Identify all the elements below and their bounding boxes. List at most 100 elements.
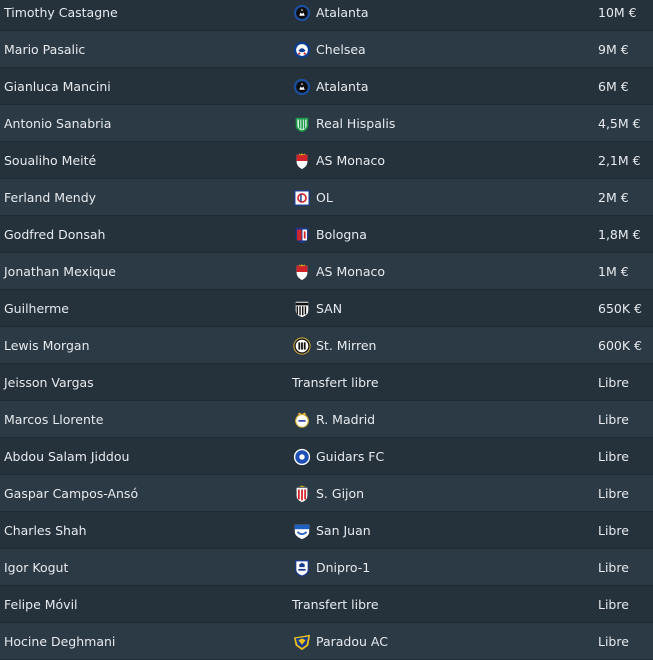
club-cell[interactable]: SAN bbox=[292, 290, 342, 327]
transfer-fee: 2,1M € bbox=[598, 153, 641, 168]
club-name: Real Hispalis bbox=[316, 116, 396, 131]
club-name: Atalanta bbox=[316, 5, 369, 20]
as-monaco-crest-icon bbox=[292, 262, 312, 282]
table-row[interactable]: Ferland Mendy OL 2M € bbox=[0, 179, 653, 216]
player-name[interactable]: Igor Kogut bbox=[4, 560, 69, 575]
dnipro-1-crest-icon bbox=[292, 558, 312, 578]
player-name[interactable]: Charles Shah bbox=[4, 523, 87, 538]
club-name: AS Monaco bbox=[316, 264, 385, 279]
bologna-crest-icon bbox=[292, 225, 312, 245]
club-name: S. Gijon bbox=[316, 486, 365, 501]
club-cell[interactable]: Bologna bbox=[292, 216, 367, 253]
player-name[interactable]: Gianluca Mancini bbox=[4, 79, 111, 94]
club-cell[interactable]: Atalanta bbox=[292, 68, 369, 105]
transfer-fee: 9M € bbox=[598, 42, 629, 57]
table-row[interactable]: Abdou Salam Jiddou Guidars FC Libre bbox=[0, 438, 653, 475]
club-name: Chelsea bbox=[316, 42, 366, 57]
transfer-fee: Libre bbox=[598, 375, 629, 390]
transfer-fee: 600K € bbox=[598, 338, 642, 353]
transfer-fee: Libre bbox=[598, 523, 629, 538]
paradou-ac-crest-icon bbox=[292, 632, 312, 652]
transfer-fee: Libre bbox=[598, 560, 629, 575]
club-name: Transfert libre bbox=[292, 375, 379, 390]
table-row[interactable]: Marcos Llorente R. Madrid Libre bbox=[0, 401, 653, 438]
club-cell[interactable]: AS Monaco bbox=[292, 142, 385, 179]
player-name[interactable]: Ferland Mendy bbox=[4, 190, 97, 205]
player-name[interactable]: Antonio Sanabria bbox=[4, 116, 112, 131]
table-row[interactable]: Mario Pasalic Chelsea 9M € bbox=[0, 31, 653, 68]
transfer-fee: 1,8M € bbox=[598, 227, 641, 242]
transfer-fee: 2M € bbox=[598, 190, 629, 205]
club-cell[interactable]: S. Gijon bbox=[292, 475, 364, 512]
club-cell[interactable]: Transfert libre bbox=[292, 364, 379, 401]
club-cell[interactable]: AS Monaco bbox=[292, 253, 385, 290]
club-name: AS Monaco bbox=[316, 153, 385, 168]
club-cell[interactable]: Real Hispalis bbox=[292, 105, 395, 142]
real-hispalis-crest-icon bbox=[292, 114, 312, 134]
transfer-fee: Libre bbox=[598, 449, 629, 464]
player-name[interactable]: Timothy Castagne bbox=[4, 5, 118, 20]
club-name: R. Madrid bbox=[316, 412, 376, 427]
san-juan-crest-icon bbox=[292, 521, 312, 541]
club-name: OL bbox=[316, 190, 333, 205]
club-cell[interactable]: Dnipro-1 bbox=[292, 549, 370, 586]
player-name[interactable]: Hocine Deghmani bbox=[4, 634, 116, 649]
st-mirren-crest-icon bbox=[292, 336, 312, 356]
club-name: San Juan bbox=[316, 523, 371, 538]
table-row[interactable]: Gaspar Campos-Ansó S. Gijon Libre bbox=[0, 475, 653, 512]
table-row[interactable]: Jonathan Mexique AS Monaco 1M € bbox=[0, 253, 653, 290]
santos-crest-icon bbox=[292, 299, 312, 319]
player-name[interactable]: Felipe Móvil bbox=[4, 597, 78, 612]
transfer-fee: Libre bbox=[598, 486, 629, 501]
guidars-fc-crest-icon bbox=[292, 447, 312, 467]
club-cell[interactable]: San Juan bbox=[292, 512, 371, 549]
table-row[interactable]: Igor Kogut Dnipro-1 Libre bbox=[0, 549, 653, 586]
atalanta-crest-icon bbox=[292, 77, 312, 97]
table-row[interactable]: Felipe Móvil Transfert libre Libre bbox=[0, 586, 653, 623]
player-name[interactable]: Abdou Salam Jiddou bbox=[4, 449, 130, 464]
club-cell[interactable]: Transfert libre bbox=[292, 586, 379, 623]
table-row[interactable]: Guilherme SAN 650K € bbox=[0, 290, 653, 327]
club-cell[interactable]: Atalanta bbox=[292, 0, 369, 31]
club-name: St. Mirren bbox=[316, 338, 377, 353]
ol-crest-icon bbox=[292, 188, 312, 208]
player-name[interactable]: Soualiho Meité bbox=[4, 153, 97, 168]
table-row[interactable]: Jeisson Vargas Transfert libre Libre bbox=[0, 364, 653, 401]
player-name[interactable]: Lewis Morgan bbox=[4, 338, 90, 353]
player-name[interactable]: Gaspar Campos-Ansó bbox=[4, 486, 139, 501]
player-name[interactable]: Godfred Donsah bbox=[4, 227, 106, 242]
club-name: Dnipro-1 bbox=[316, 560, 371, 575]
player-name[interactable]: Marcos Llorente bbox=[4, 412, 104, 427]
club-cell[interactable]: OL bbox=[292, 179, 333, 216]
table-row[interactable]: Antonio Sanabria Real Hispalis 4,5M € bbox=[0, 105, 653, 142]
table-row[interactable]: Charles Shah San Juan Libre bbox=[0, 512, 653, 549]
atalanta-crest-icon bbox=[292, 3, 312, 23]
table-row[interactable]: Gianluca Mancini Atalanta 6M € bbox=[0, 68, 653, 105]
chelsea-crest-icon bbox=[292, 40, 312, 60]
club-cell[interactable]: Chelsea bbox=[292, 31, 366, 68]
real-madrid-crest-icon bbox=[292, 410, 312, 430]
table-row[interactable]: Hocine Deghmani Paradou AC Libre bbox=[0, 623, 653, 660]
table-row[interactable]: Timothy Castagne Atalanta 10M € bbox=[0, 0, 653, 31]
player-name[interactable]: Mario Pasalic bbox=[4, 42, 86, 57]
transfer-fee: 4,5M € bbox=[598, 116, 641, 131]
club-cell[interactable]: Paradou AC bbox=[292, 623, 388, 660]
sporting-gijon-crest-icon bbox=[292, 484, 312, 504]
transfer-fee: 10M € bbox=[598, 5, 637, 20]
transfer-fee: 650K € bbox=[598, 301, 642, 316]
club-cell[interactable]: St. Mirren bbox=[292, 327, 376, 364]
player-name[interactable]: Jonathan Mexique bbox=[4, 264, 116, 279]
club-name: SAN bbox=[316, 301, 343, 316]
table-row[interactable]: Lewis Morgan St. Mirren 600K € bbox=[0, 327, 653, 364]
club-cell[interactable]: R. Madrid bbox=[292, 401, 375, 438]
table-row[interactable]: Godfred Donsah Bologna 1,8M € bbox=[0, 216, 653, 253]
transfer-fee: Libre bbox=[598, 412, 629, 427]
as-monaco-crest-icon bbox=[292, 151, 312, 171]
club-cell[interactable]: Guidars FC bbox=[292, 438, 384, 475]
player-name[interactable]: Jeisson Vargas bbox=[4, 375, 94, 390]
player-name[interactable]: Guilherme bbox=[4, 301, 69, 316]
club-name: Paradou AC bbox=[316, 634, 388, 649]
transfer-fee: Libre bbox=[598, 634, 629, 649]
table-row[interactable]: Soualiho Meité AS Monaco 2,1M € bbox=[0, 142, 653, 179]
